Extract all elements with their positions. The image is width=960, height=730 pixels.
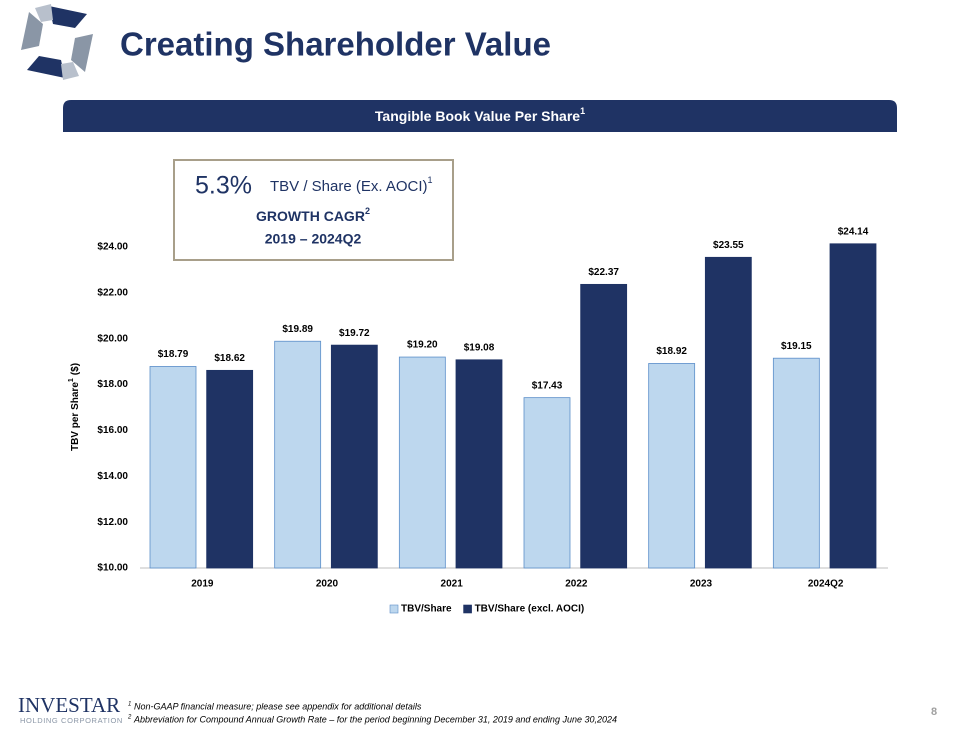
value-label: $22.37 — [588, 267, 619, 278]
bar — [829, 243, 877, 569]
bar — [704, 256, 752, 569]
value-label: $19.72 — [339, 328, 370, 339]
legend-swatch — [463, 604, 472, 614]
bar — [772, 357, 820, 569]
x-tick-label: 2022 — [565, 579, 588, 590]
y-label-text: TBV per Share — [70, 382, 81, 451]
value-label: $19.89 — [282, 324, 313, 335]
bar — [455, 359, 503, 569]
x-tick-label: 2021 — [441, 579, 464, 590]
callout-box — [173, 159, 454, 261]
x-tick-label: 2023 — [690, 579, 713, 590]
callout-measure-text: TBV / Share (Ex. AOCI) — [270, 178, 428, 195]
y-label-unit: ($) — [70, 363, 81, 375]
y-tick-label: $20.00 — [97, 333, 128, 344]
callout-measure: TBV / Share (Ex. AOCI)1 — [270, 175, 433, 195]
value-label: $17.43 — [532, 380, 563, 391]
callout-rate: 5.3% — [195, 172, 252, 200]
banner — [63, 100, 897, 132]
callout-period: 2019 – 2024Q2 — [265, 231, 362, 247]
banner-note: 1 — [580, 106, 585, 116]
bar — [149, 366, 197, 569]
y-tick-label: $14.00 — [97, 471, 128, 482]
value-label: $19.20 — [407, 340, 438, 351]
value-label: $23.55 — [713, 240, 744, 251]
y-tick-label: $24.00 — [97, 242, 128, 253]
logo-name: INVESTAR — [18, 693, 120, 717]
bar — [398, 356, 446, 569]
value-label: $18.62 — [214, 353, 245, 364]
footnote-text: Abbreviation for Compound Annual Growth … — [133, 714, 617, 724]
value-label: $19.08 — [464, 342, 495, 353]
legend-label: TBV/Share — [401, 604, 452, 615]
x-tick-label: 2024Q2 — [808, 579, 844, 590]
y-label-note: 1 — [68, 378, 75, 382]
bar — [580, 283, 628, 569]
footnote-mark: 1 — [128, 702, 131, 708]
value-label: $24.14 — [838, 226, 869, 237]
title: Creating Shareholder Value — [120, 26, 551, 63]
x-tick-label: 2020 — [316, 579, 339, 590]
footnotes: 1 Non-GAAP financial measure; please see … — [127, 701, 617, 724]
y-axis-label: TBV per Share1 ($) — [68, 363, 81, 451]
callout-measure-note: 1 — [428, 175, 433, 185]
bar — [330, 344, 378, 569]
logo-sub: HOLDING CORPORATION — [20, 716, 123, 725]
footnote-text: Non-GAAP financial measure; please see a… — [134, 701, 422, 711]
legend-label: TBV/Share (excl. AOCI) — [475, 604, 585, 615]
value-label: $19.15 — [781, 341, 812, 352]
value-label: $18.79 — [158, 349, 189, 360]
callout-label: GROWTH CAGR2 — [256, 206, 370, 223]
callout-label-text: GROWTH CAGR — [256, 208, 365, 224]
y-tick-label: $22.00 — [97, 287, 128, 298]
bar — [648, 363, 696, 569]
banner-text: Tangible Book Value Per Share1 — [375, 106, 585, 123]
value-label: $18.92 — [656, 346, 687, 357]
banner-title: Tangible Book Value Per Share — [375, 108, 580, 124]
footnote-mark: 2 — [127, 715, 132, 721]
bar — [523, 397, 571, 569]
y-tick-label: $12.00 — [97, 517, 128, 528]
logo-mark — [21, 4, 93, 80]
y-tick-label: $16.00 — [97, 425, 128, 436]
bar — [206, 369, 254, 569]
y-tick-label: $10.00 — [97, 563, 128, 574]
y-tick-label: $18.00 — [97, 379, 128, 390]
bar — [274, 340, 322, 569]
legend-swatch — [389, 604, 399, 614]
callout-label-note: 2 — [365, 206, 370, 216]
page-number: 8 — [931, 706, 937, 718]
x-tick-label: 2019 — [191, 579, 214, 590]
